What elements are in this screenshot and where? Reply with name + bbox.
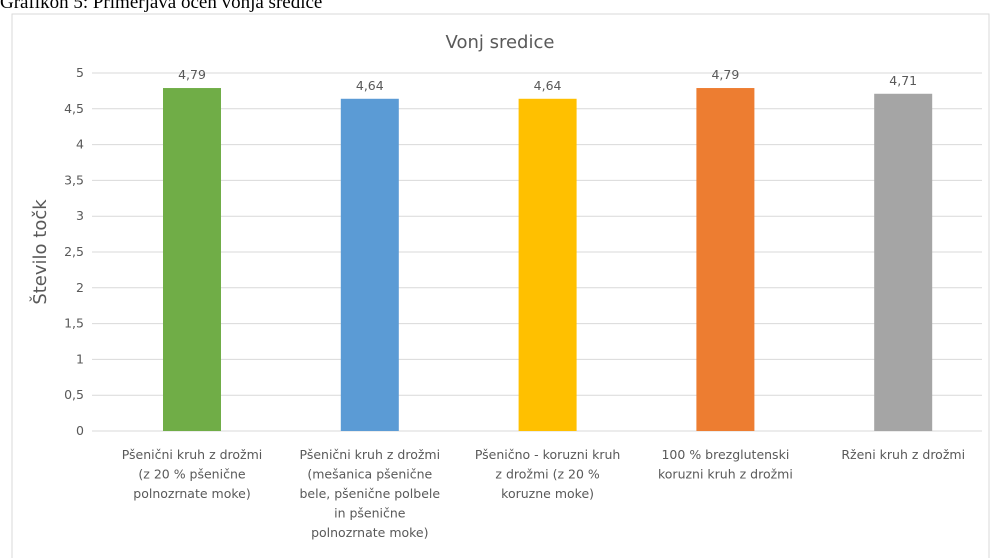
y-tick-label: 1,5: [64, 316, 84, 331]
x-tick-label: z drožmi (z 20 %: [495, 467, 599, 482]
y-axis-label: Število točk: [29, 199, 51, 305]
bar: [163, 88, 221, 431]
data-label: 4,64: [534, 78, 562, 93]
x-tick-label: bele, pšenične polbele: [300, 486, 441, 501]
bar: [340, 98, 399, 431]
data-label: 4,64: [356, 78, 384, 93]
x-tick-label: polnozrnate moke): [311, 525, 428, 540]
x-tick-label: koruzne moke): [501, 486, 594, 501]
x-tick-label: 100 % brezglutenski: [661, 447, 789, 462]
y-tick-label: 0,5: [64, 387, 84, 402]
chart-title: Vonj sredice: [446, 32, 555, 53]
x-tick-label: Rženi kruh z drožmi: [841, 447, 965, 462]
x-tick-label: Pšenični kruh z drožmi: [122, 447, 263, 462]
bar: [696, 88, 755, 431]
y-tick-label: 2,5: [64, 244, 84, 259]
x-tick-label: (z 20 % pšenične: [138, 467, 245, 482]
x-tick-label: in pšenične: [334, 506, 406, 521]
x-tick-label: (mešanica pšenične: [307, 467, 432, 482]
bar: [874, 93, 933, 431]
x-tick-label: polnozrnate moke): [133, 486, 250, 501]
y-tick-label: 3: [76, 208, 84, 223]
data-label: 4,79: [711, 67, 739, 82]
y-tick-label: 3,5: [64, 172, 84, 187]
x-tick-label: Pšenično - koruzni kruh: [475, 447, 620, 462]
y-tick-label: 0: [76, 423, 84, 438]
y-tick-label: 4,5: [64, 101, 84, 116]
data-label: 4,71: [889, 73, 917, 88]
data-label: 4,79: [178, 67, 206, 82]
caption: Grafikon 5: Primerjava ocen vonja sredic…: [0, 0, 322, 13]
y-tick-label: 4: [76, 137, 84, 152]
x-tick-label: koruzni kruh z drožmi: [658, 467, 793, 482]
y-tick-label: 5: [76, 65, 84, 80]
caption-bg: [0, 0, 420, 13]
y-tick-label: 2: [76, 280, 84, 295]
y-tick-label: 1: [76, 351, 84, 366]
x-tick-label: Pšenični kruh z drožmi: [300, 447, 441, 462]
bar: [518, 98, 577, 431]
